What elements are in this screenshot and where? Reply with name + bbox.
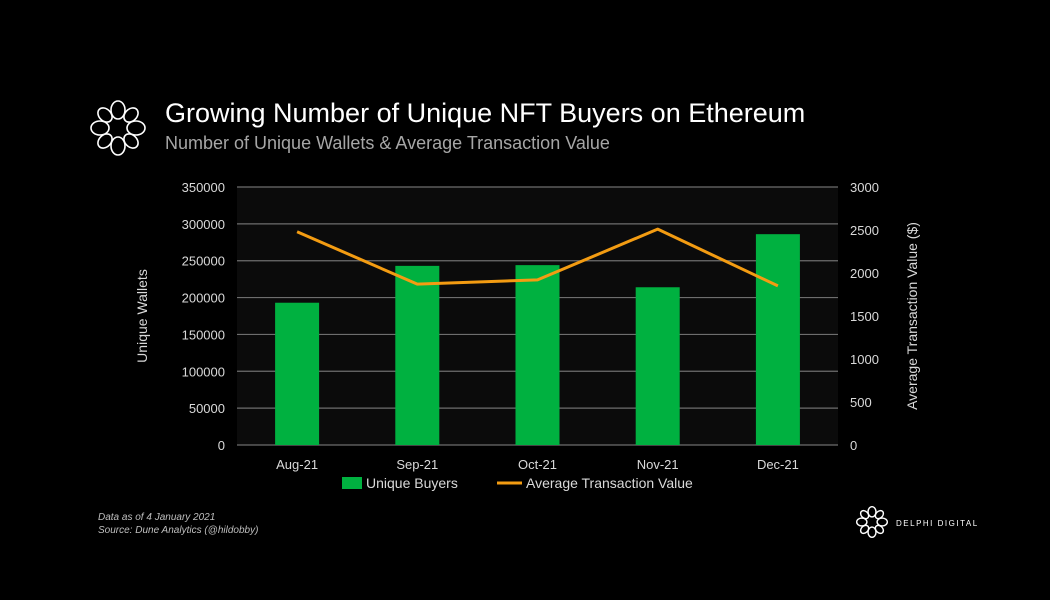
x-tick-label: Aug-21 — [276, 457, 318, 472]
y2-tick-label: 1000 — [850, 352, 879, 367]
delphi-brand-icon — [855, 505, 889, 539]
legend-swatch-unique-buyers — [342, 477, 362, 489]
y-tick-label: 200000 — [182, 291, 225, 306]
bar-unique-buyers — [275, 302, 320, 445]
delphi-logo-icon — [90, 100, 146, 156]
x-tick-label: Oct-21 — [518, 457, 557, 472]
y-axis-label: Unique Wallets — [134, 269, 150, 363]
y-tick-label: 100000 — [182, 364, 225, 379]
chart-subtitle: Number of Unique Wallets & Average Trans… — [165, 133, 610, 153]
y-tick-label: 250000 — [182, 254, 225, 269]
y-tick-label: 150000 — [182, 327, 225, 342]
bar-unique-buyers — [635, 287, 680, 445]
x-tick-label: Nov-21 — [637, 457, 679, 472]
legend-label-avg-transaction-value: Average Transaction Value — [526, 475, 693, 491]
y-tick-label: 350000 — [182, 180, 225, 195]
x-tick-label: Dec-21 — [757, 457, 799, 472]
chart-title: Growing Number of Unique NFT Buyers on E… — [165, 98, 806, 128]
y-tick-label: 50000 — [189, 401, 225, 416]
y2-axis-label: Average Transaction Value ($) — [904, 222, 920, 410]
y2-tick-label: 3000 — [850, 180, 879, 195]
y2-tick-label: 2000 — [850, 266, 879, 281]
y-tick-label: 0 — [218, 438, 225, 453]
y2-tick-label: 500 — [850, 395, 872, 410]
bar-unique-buyers — [755, 234, 800, 445]
legend-label-unique-buyers: Unique Buyers — [366, 475, 458, 491]
data-note: Data as of 4 January 2021 — [98, 512, 216, 523]
y-tick-label: 300000 — [182, 217, 225, 232]
x-tick-label: Sep-21 — [396, 457, 438, 472]
y2-tick-label: 0 — [850, 438, 857, 453]
source-note: Source: Dune Analytics (@hildobby) — [98, 525, 259, 536]
y2-tick-label: 2500 — [850, 223, 879, 238]
bar-unique-buyers — [515, 265, 560, 445]
bar-unique-buyers — [395, 265, 440, 445]
y2-tick-label: 1500 — [850, 309, 879, 324]
brand-name: DELPHI DIGITAL — [896, 519, 979, 528]
